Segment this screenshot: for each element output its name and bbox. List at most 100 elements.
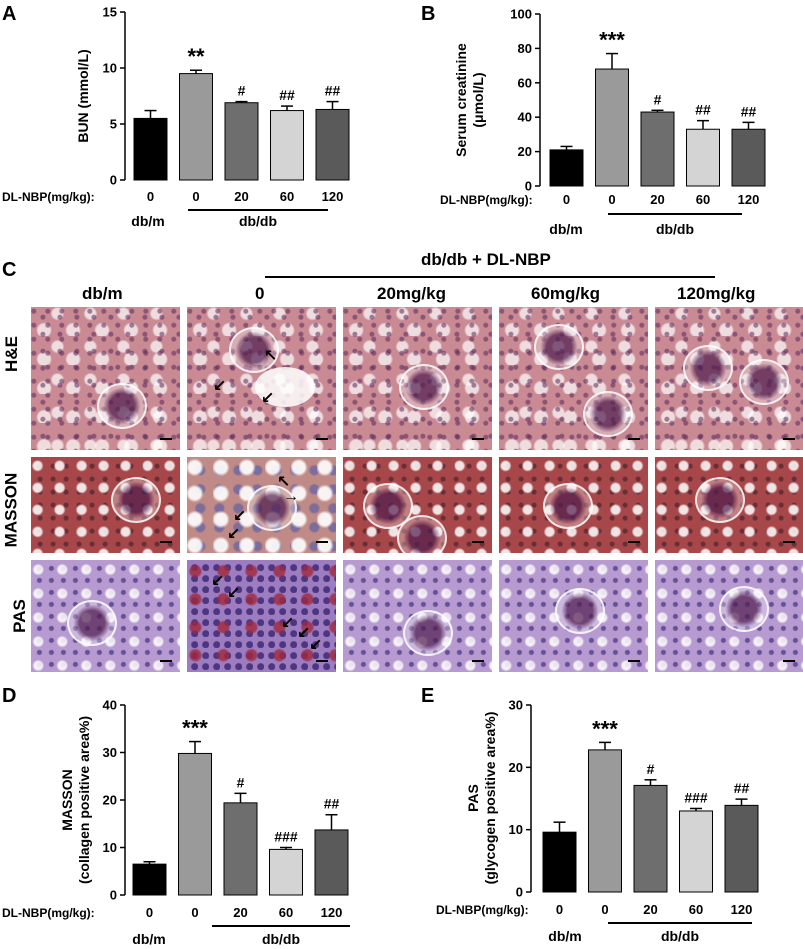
significance-mark: ### [274,829,298,845]
glomerulus [403,610,453,656]
group-label-dbm: db/m [548,928,581,944]
dose-label: 20 [233,905,247,920]
micrograph-pas-dbdb-20 [343,560,492,672]
micrograph-he-dbdb-0: ↖ ↙ ↙ [187,307,336,450]
y-tick-label: 80 [518,41,532,56]
glomerulus [695,477,745,523]
scale-bar [472,541,484,543]
dose-label: 0 [601,902,608,917]
column-label-20: 20mg/kg [377,284,446,303]
glomerulus [534,324,584,370]
dose-label: 60 [279,905,293,920]
significance-mark: ## [741,103,757,119]
column-label-60: 60mg/kg [531,284,600,303]
dose-label: 20 [234,189,248,204]
bar [179,73,213,181]
significance-mark: # [647,761,655,777]
scale-bar [316,660,328,662]
significance-mark: ## [279,87,295,103]
bar [178,752,212,896]
scale-bar [472,438,484,440]
chart-e: E 0 10 20 30 PAS (glycogen positive area%) 0 ***… [421,685,759,944]
dose-label: 120 [731,902,753,917]
column-label-dbm: db/m [82,284,123,303]
panel-letter-c: C [2,259,17,281]
significance-mark: ## [325,83,341,99]
panel-letter-d: D [2,685,16,707]
group-label-dbdb: db/db [661,928,699,944]
bar [633,784,668,893]
dose-label: 60 [689,902,703,917]
bar [224,102,259,181]
micrograph-masson-dbdb-120 [655,457,803,553]
bar [686,128,720,187]
arrow-icon: → [283,488,299,505]
dose-label: 20 [650,192,664,207]
group-label-dbdb: db/db [239,213,277,229]
y-tick-label: 0 [110,173,117,188]
group-label-dbdb: db/db [262,931,300,947]
dose-label: 120 [321,905,343,920]
arrow-icon: ↙ [227,526,241,543]
dose-label: 0 [191,905,198,920]
row-label-pas: PAS [9,599,29,633]
significance-mark: # [238,83,246,99]
dose-label: 0 [146,905,153,920]
y-tick-label: 60 [518,75,532,90]
significance-mark: *** [182,716,208,741]
bar [133,117,168,181]
scale-bar [628,438,640,440]
y-axis-label: (glycogen positive area%) [482,712,498,885]
bar [640,111,675,187]
y-tick-label: 15 [103,5,117,20]
scale-bar [472,660,484,662]
scale-bar [628,660,640,662]
y-tick-label: 10 [103,61,117,76]
group-label-dbm: db/m [132,931,165,947]
y-tick-label: 30 [509,698,523,713]
scale-bar [160,541,172,543]
micrograph-pas-dbdb-120 [655,560,803,672]
y-axis-label: BUN (mmol/L) [75,49,91,142]
micrograph-he-dbm [31,307,180,450]
scale-bar [160,438,172,440]
column-label-0: 0 [255,284,265,303]
y-tick-label: 10 [509,822,523,837]
injury-area [255,367,315,407]
glomerulus [719,586,769,632]
scale-bar [783,660,795,662]
glomerulus [247,485,297,531]
dose-row-label: DL-NBP(mg/kg): [2,906,95,920]
bar [731,128,766,187]
glomerulus [683,345,733,391]
glomerulus [399,364,449,410]
dose-label: 60 [696,192,710,207]
y-tick-label: 20 [509,760,523,775]
glomerulus [67,600,117,646]
dose-label: 0 [608,192,615,207]
chart-a: A 0 5 10 15 BUN (mmol/L) 0 ** 0 #20 ## 60 ## 120 DL-NB… [2,3,350,229]
group-label-dbm: db/m [549,221,582,237]
panel-letter-b: B [421,3,435,25]
dose-row-label: DL-NBP(mg/kg): [440,193,533,207]
micrograph-pas-dbdb-0: ↙ ↙ ↙ ↙ ↙ [187,560,336,672]
glomerulus [583,391,633,437]
glomerulus [739,359,789,405]
arrow-icon: ↙ [261,390,275,407]
arrow-icon: ↙ [211,573,225,590]
y-tick-label: 40 [518,110,532,125]
bar [679,810,713,893]
scale-bar [316,541,328,543]
scale-bar [316,438,328,440]
micrograph-he-dbdb-120 [655,307,803,450]
panel-letter-a: A [2,3,16,25]
y-axis-label: (collagen positive area%) [76,716,92,884]
arrow-icon: ↙ [297,625,311,642]
treatment-header-line [265,276,715,278]
group-label-dbm: db/m [131,213,164,229]
group-label-dbdb: db/db [656,221,694,237]
bar [549,149,584,187]
significance-mark: *** [599,28,625,53]
y-tick-label: 0 [516,885,523,900]
y-axis-label: (μmol/L) [470,72,486,127]
